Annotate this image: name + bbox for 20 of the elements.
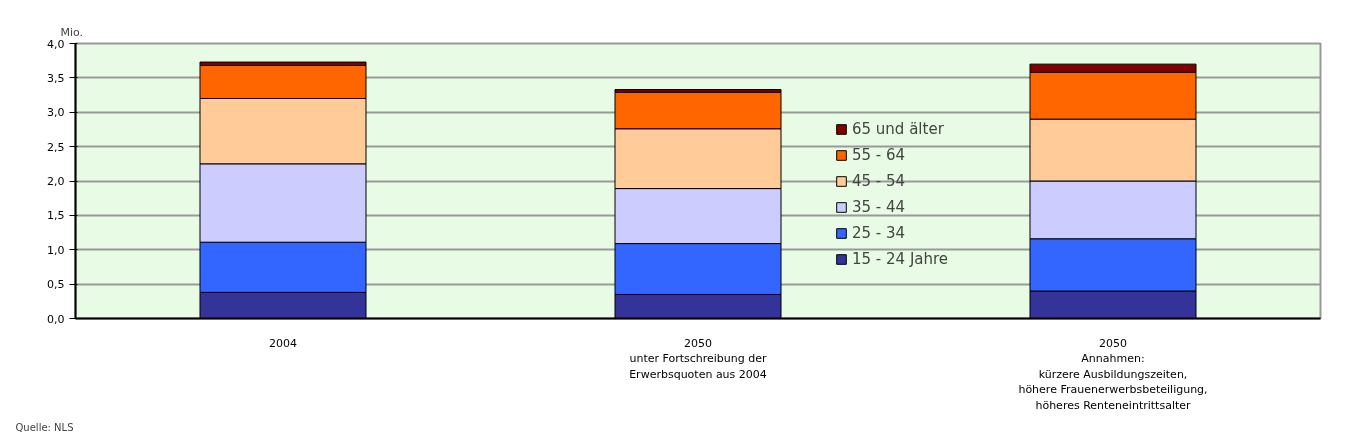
y-tick-label: 4,0 xyxy=(47,37,65,51)
source-note: Quelle: NLS xyxy=(15,421,74,433)
y-tick-label: 1,5 xyxy=(47,209,65,223)
legend-label: 65 und älter xyxy=(852,120,944,138)
y-axis-title: Mio. xyxy=(60,25,84,39)
legend-label: 15 - 24 Jahre xyxy=(852,250,949,268)
y-tick-label: 2,5 xyxy=(47,140,65,154)
legend-label: 45 - 54 xyxy=(852,172,906,190)
x-tick-label: 2050 unter Fortschreibung der Erwerbsquoten aus 2004 xyxy=(629,336,768,381)
y-tick-label: 2,0 xyxy=(47,175,65,188)
y-tick-label: 1,0 xyxy=(47,243,65,257)
y-tick-label: 0,0 xyxy=(47,312,65,326)
y-tick-label: 0,5 xyxy=(47,278,65,292)
legend-label: 55 - 64 xyxy=(852,146,906,164)
y-tick-label: 3,5 xyxy=(47,71,65,85)
legend-label: 25 - 34 xyxy=(852,224,906,242)
legend-label: 35 - 44 xyxy=(852,198,906,216)
y-tick-label: 3,0 xyxy=(47,106,65,120)
x-tick-label: 2004 xyxy=(269,336,297,350)
x-tick-label: 2050 Annahmen: kürzere Ausbildungszeiten, höhere Frauenerwerbsbeteiligung, höheres Renteneintrittsalter xyxy=(1018,336,1208,412)
